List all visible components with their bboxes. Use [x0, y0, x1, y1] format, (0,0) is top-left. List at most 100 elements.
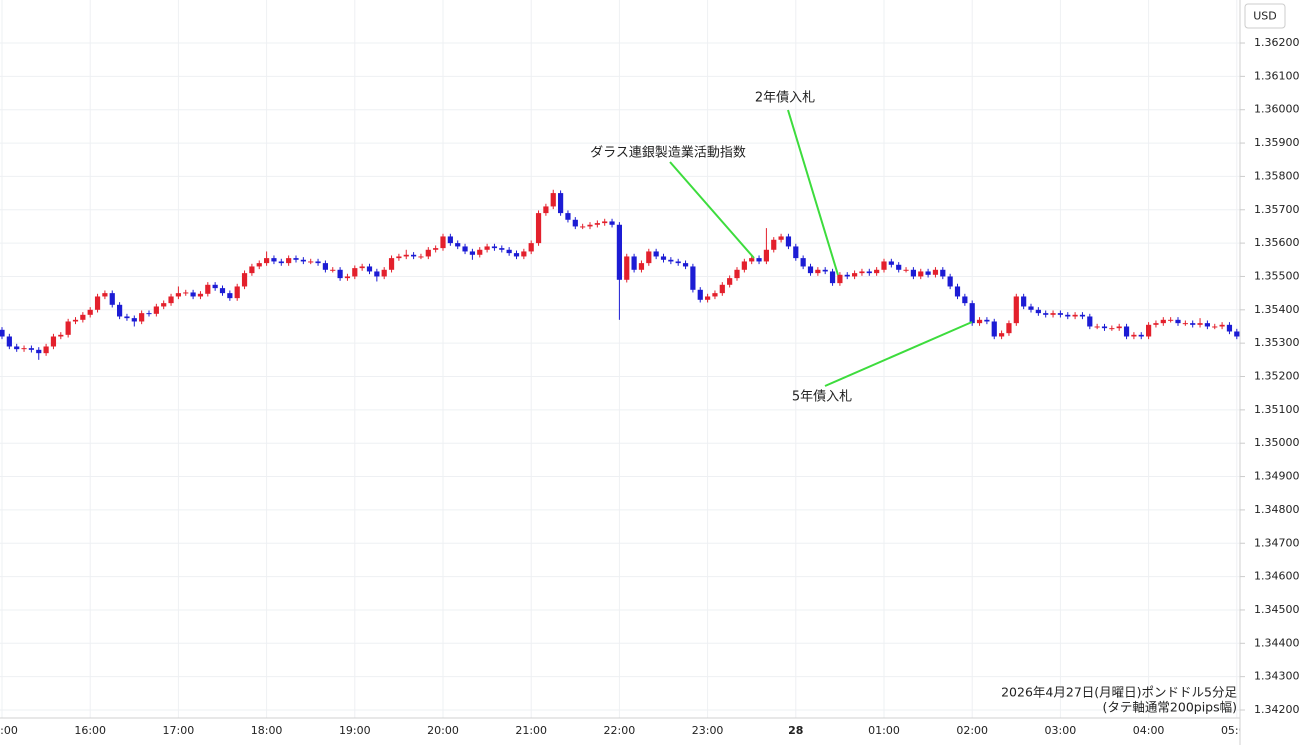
candle-body: [168, 296, 174, 304]
candle-body: [146, 313, 152, 315]
candle-body: [609, 221, 615, 225]
candle-body: [433, 248, 439, 250]
y-axis-panel: [1240, 0, 1300, 745]
y-unit: USD: [1253, 10, 1277, 23]
candle-body: [21, 348, 27, 350]
candle-body: [366, 266, 373, 272]
candle-body: [602, 221, 608, 224]
footnote: (タテ軸通常200pips幅): [1103, 700, 1237, 715]
candle-body: [153, 306, 159, 314]
x-tick-label: 22:00: [604, 724, 636, 737]
candle-body: [344, 276, 351, 279]
candle-body: [1182, 323, 1188, 325]
candle-body: [712, 293, 718, 297]
y-tick-label: 1.35400: [1254, 303, 1300, 316]
candle-body: [72, 319, 79, 322]
y-tick-label: 1.35800: [1254, 169, 1300, 182]
candle-body: [1028, 306, 1034, 310]
candle-body: [594, 223, 600, 225]
candle-body: [682, 263, 689, 267]
candle-body: [411, 254, 417, 257]
candle-body: [264, 258, 270, 264]
candle-body: [932, 269, 939, 275]
candle-body: [984, 319, 990, 322]
candle-body: [807, 266, 814, 274]
candle-body: [1065, 314, 1071, 317]
candle-body: [697, 289, 703, 300]
candle-body: [925, 271, 931, 275]
y-tick-label: 1.35500: [1254, 269, 1300, 282]
candle-body: [1035, 309, 1041, 314]
candle-body: [1109, 328, 1115, 330]
candle-body: [80, 314, 86, 320]
candle-body: [1079, 314, 1086, 317]
candle-body: [499, 248, 505, 250]
annotation-arrow: [787, 109, 839, 276]
candle-body: [484, 246, 490, 250]
x-tick-label: 16:00: [74, 724, 106, 737]
candle-body: [300, 259, 306, 262]
candle-body: [1087, 316, 1093, 327]
candle-body: [793, 246, 799, 259]
candle-body: [910, 269, 916, 277]
candle-body: [1153, 323, 1159, 325]
candle-body: [477, 249, 483, 255]
candle-body: [580, 226, 586, 228]
y-tick-label: 1.34200: [1254, 703, 1300, 716]
y-tick-label: 1.34600: [1254, 570, 1300, 583]
candle-body: [1160, 319, 1166, 324]
candle-body: [65, 321, 71, 335]
candle-body: [381, 269, 387, 277]
candle-body: [1197, 323, 1203, 325]
candle-body: [1190, 323, 1196, 325]
candle-body: [241, 273, 248, 287]
y-tick-label: 1.36000: [1254, 103, 1300, 116]
candle-body: [903, 269, 909, 271]
y-tick-label: 1.34300: [1254, 670, 1300, 683]
x-tick-label: 04:00: [1133, 724, 1165, 737]
candle-body: [646, 251, 652, 264]
y-tick-label: 1.36100: [1254, 69, 1300, 82]
y-tick-label: 1.35900: [1254, 136, 1300, 149]
candle-body: [705, 296, 711, 300]
y-tick-label: 1.35100: [1254, 403, 1300, 416]
candle-body: [183, 292, 189, 294]
candle-body: [161, 303, 167, 307]
y-tick-label: 1.34800: [1254, 503, 1300, 516]
candle-body: [668, 259, 674, 262]
candle-body: [587, 224, 593, 227]
candle-body: [212, 284, 218, 289]
candle-body: [719, 284, 725, 294]
annotation: ダラス連銀製造業活動指数: [590, 145, 746, 161]
candle-body: [991, 321, 997, 337]
candle-body: [28, 348, 34, 350]
candle-body: [197, 293, 204, 297]
candle-body: [778, 236, 784, 240]
candle-body: [940, 269, 946, 277]
y-tick-label: 1.34700: [1254, 536, 1300, 549]
candles: [0, 189, 1240, 360]
candle-body: [558, 193, 564, 214]
candle-body: [837, 274, 843, 284]
candle-body: [565, 213, 571, 220]
candle-body: [388, 258, 395, 270]
candle-body: [58, 334, 64, 337]
y-tick-label: 1.34500: [1254, 603, 1300, 616]
annotation-arrow: [669, 161, 755, 259]
candle-body: [87, 309, 93, 315]
candle-body: [175, 293, 181, 297]
candle-body: [881, 261, 887, 270]
candle-body: [969, 303, 975, 324]
candle-body: [1234, 331, 1240, 337]
y-tick-label: 1.35700: [1254, 203, 1300, 216]
candle-body: [278, 261, 284, 264]
candle-body: [94, 296, 101, 310]
x-axis: 15:00 16:00 17:00 18:00 19:00 20:00 21:00 22:00…: [0, 724, 1253, 737]
candle-body: [638, 263, 645, 270]
candle-body: [763, 249, 769, 262]
candle-body: [859, 271, 865, 274]
candle-body: [109, 293, 115, 305]
candle-body: [1168, 319, 1174, 321]
candle-body: [491, 246, 498, 249]
